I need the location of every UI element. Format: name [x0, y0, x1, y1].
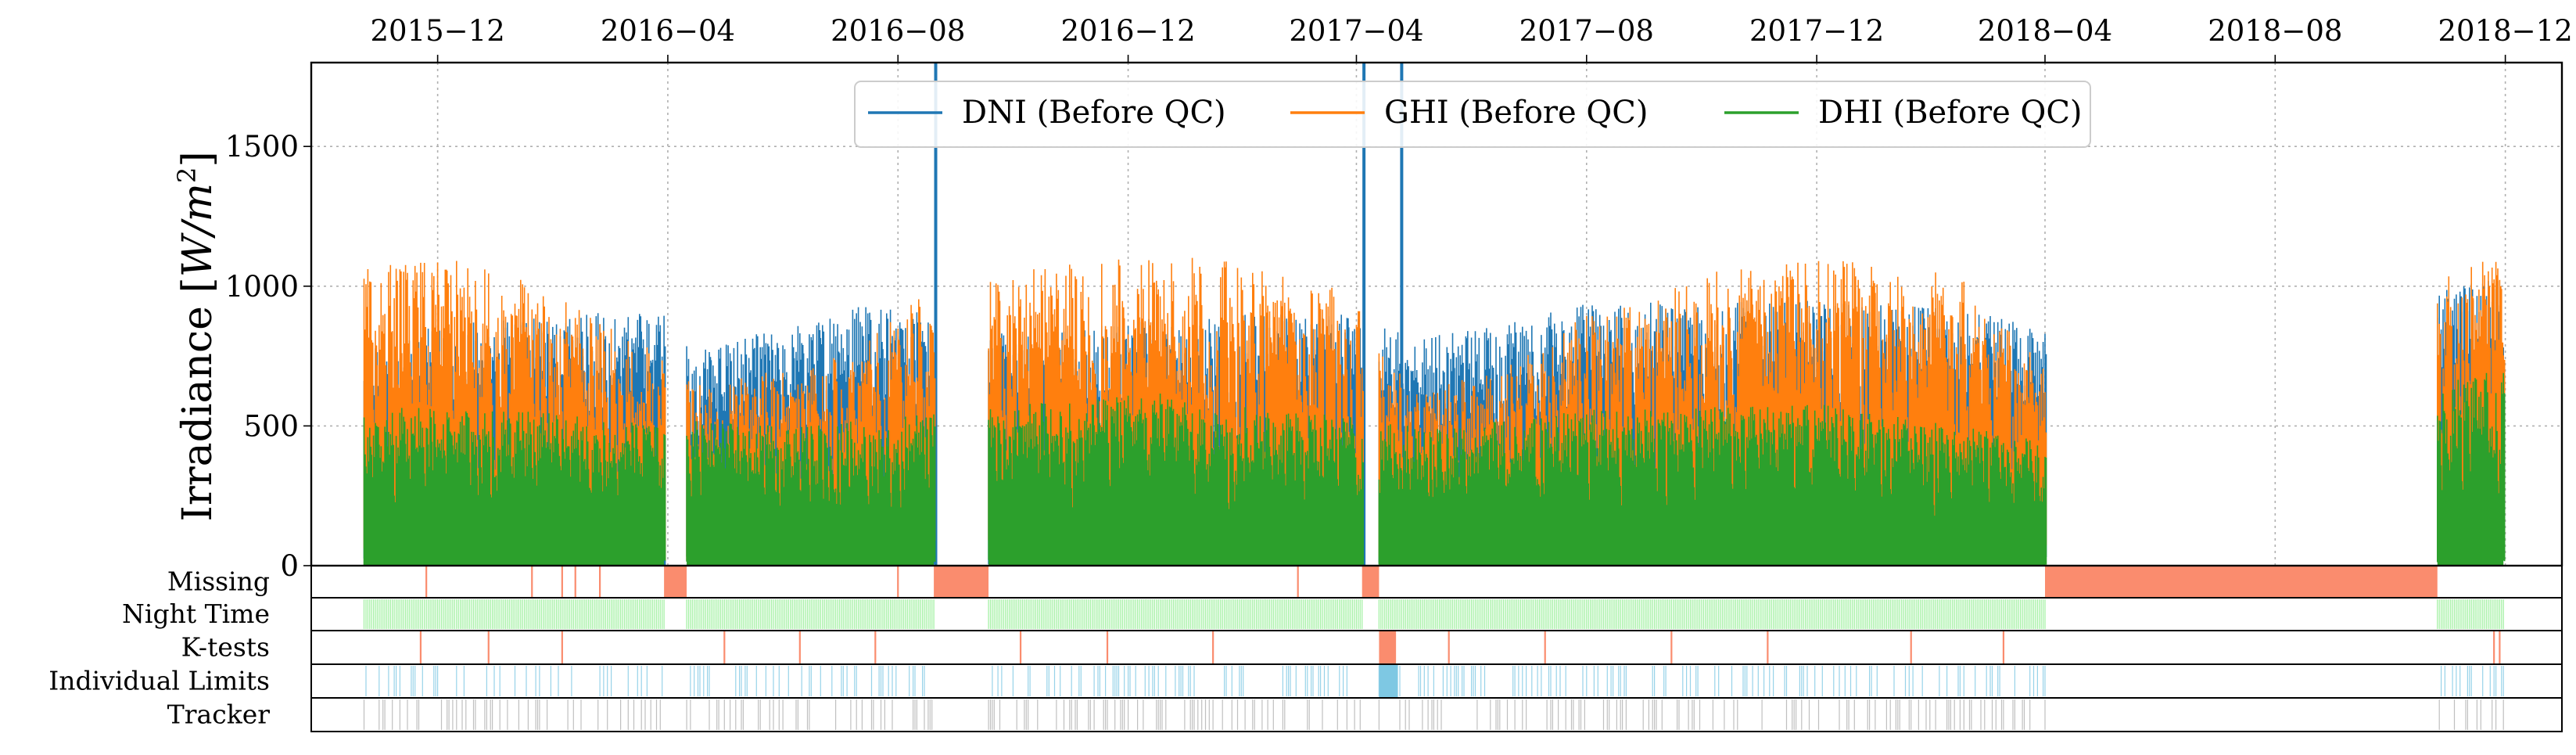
- flag-strip-missing: Missing: [167, 565, 2563, 599]
- flag-block: [1379, 631, 1397, 664]
- x-tick-label: 2015−12: [371, 14, 505, 48]
- series-base-fill: [988, 548, 1362, 566]
- flag-mark: [988, 699, 1361, 730]
- series-base-fill: [687, 548, 935, 566]
- x-tick-label: 2016−12: [1060, 14, 1195, 48]
- flag-strip-individual-limits: Individual Limits: [48, 663, 2563, 699]
- flag-block: [1362, 566, 1379, 598]
- main-axes-frame: [310, 61, 2563, 567]
- flag-mark: [1378, 699, 2046, 730]
- flag-block: [664, 566, 687, 598]
- y-tick-label: 500: [243, 409, 299, 443]
- flag-mark: [2437, 599, 2504, 629]
- flag-strip-label: K-tests: [181, 632, 270, 663]
- flag-mark: [686, 599, 935, 629]
- y-tick-label: 0: [280, 549, 299, 583]
- flag-mark: [365, 666, 663, 696]
- legend: DNI (Before QC) GHI (Before QC) DHI (Befor…: [854, 81, 2091, 148]
- flag-block: [2045, 566, 2438, 598]
- legend-entry: GHI (Before QC): [1290, 95, 1648, 131]
- flag-mark: [2438, 699, 2504, 730]
- flag-block: [1379, 664, 1398, 698]
- flag-mark: [690, 666, 925, 696]
- x-tick-label: 2016−08: [831, 14, 965, 48]
- series-base-fill: [1379, 548, 2046, 566]
- legend-entry: DNI (Before QC): [868, 95, 1226, 131]
- flag-strip-label: Tracker: [167, 699, 270, 730]
- x-tick-label: 2017−08: [1519, 14, 1654, 48]
- series-line: [363, 372, 2506, 566]
- flag-strip-k-tests: K-tests: [181, 630, 2563, 665]
- flag-strip-label: Missing: [167, 566, 270, 597]
- y-axis-label: Irradiance [W/m2]: [172, 151, 221, 521]
- x-tick-label: 2016−04: [601, 14, 735, 48]
- legend-entry: DHI (Before QC): [1724, 95, 2083, 131]
- tick-labels: 2015−12 2016−04 2016−08 2016−12 2017−04 2017−…: [225, 14, 2573, 583]
- flag-strip-frame: [310, 630, 2563, 665]
- flag-mark: [686, 699, 933, 730]
- x-tick-label: 2018−04: [1978, 14, 2112, 48]
- flag-mark: [363, 599, 665, 629]
- flag-strip-label: Individual Limits: [48, 666, 270, 696]
- flag-mark: [988, 599, 1363, 629]
- flag-mark: [2441, 666, 2504, 696]
- x-tick-label: 2018−08: [2208, 14, 2342, 48]
- flag-mark: [363, 699, 661, 730]
- legend-label: DNI (Before QC): [962, 95, 1226, 131]
- series-base-fill: [364, 548, 665, 566]
- flag-strip-tracker: Tracker: [167, 697, 2563, 732]
- flag-mark: [1378, 599, 2046, 629]
- flag-mark: [1378, 666, 2046, 696]
- y-tick-label: 1000: [225, 270, 299, 304]
- axes: [303, 55, 2563, 567]
- flag-mark: [992, 666, 1347, 696]
- x-tick-label: 2017−12: [1749, 14, 1884, 48]
- flag-strip-label: Night Time: [122, 599, 270, 629]
- series-layer: [363, 63, 2506, 566]
- flag-block: [934, 566, 989, 598]
- legend-box: [854, 81, 2091, 148]
- flag-strip-frame: [310, 663, 2563, 699]
- x-tick-label: 2018−12: [2438, 14, 2573, 48]
- legend-label: DHI (Before QC): [1818, 95, 2083, 131]
- series-dhi: [363, 372, 2506, 566]
- flag-strip-frame: [310, 697, 2563, 732]
- y-tick-label: 1500: [225, 130, 299, 164]
- x-tick-label: 2017−04: [1289, 14, 1423, 48]
- series-base-fill: [2437, 548, 2504, 566]
- legend-label: GHI (Before QC): [1384, 95, 1648, 131]
- flag-strip-night-time: Night Time: [122, 597, 2563, 631]
